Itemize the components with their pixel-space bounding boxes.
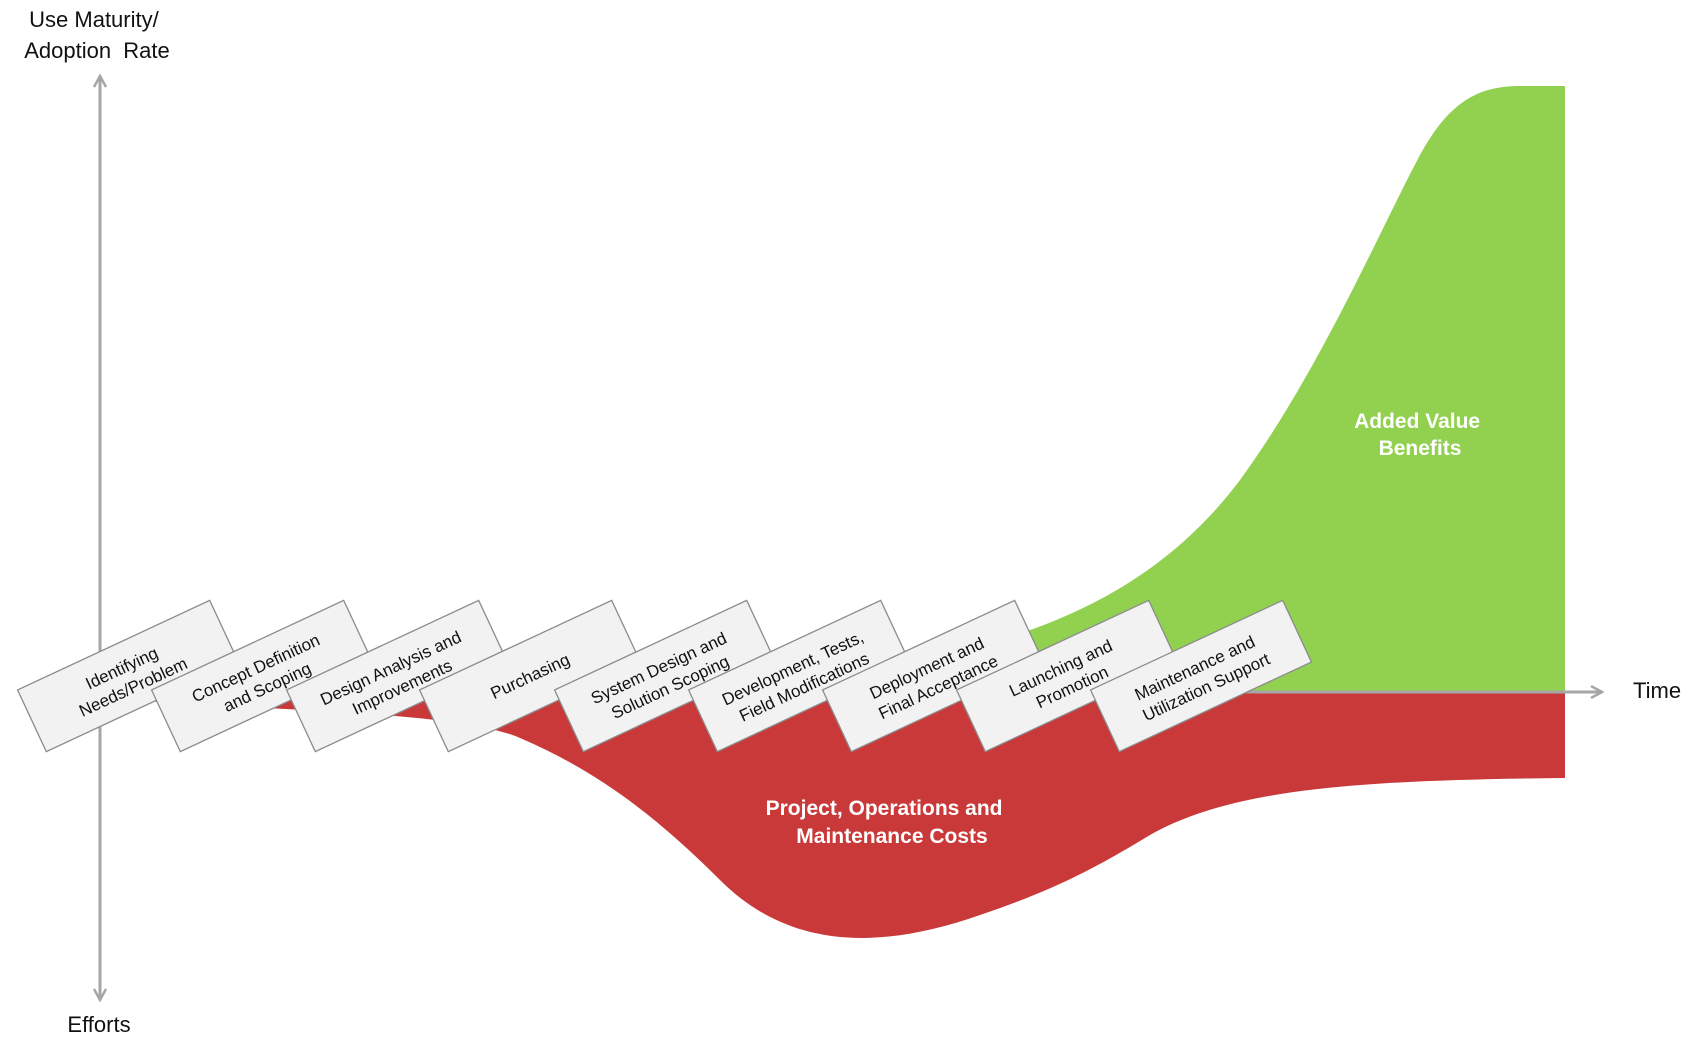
costs-label-line-2: Maintenance Costs bbox=[796, 825, 987, 848]
costs-label-line-1: Project, Operations and bbox=[766, 797, 1003, 820]
benefits-label-line-2: Benefits bbox=[1379, 437, 1462, 460]
y-axis-title-line-2: Adoption Rate bbox=[24, 38, 170, 63]
benefits-label-line-1: Added Value bbox=[1354, 410, 1480, 433]
y-axis-title-line-1: Use Maturity/ bbox=[29, 7, 159, 32]
benefits-label: Added Value Benefits bbox=[1354, 410, 1486, 460]
y-axis-bottom-label: Efforts bbox=[67, 1012, 130, 1037]
costs-label: Project, Operations and Maintenance Cost… bbox=[766, 797, 1009, 848]
costs-area bbox=[130, 692, 1565, 938]
phase-boxes: Identifying Needs/Problem Concept Defini… bbox=[16, 599, 1313, 753]
benefits-area bbox=[1000, 86, 1565, 692]
y-axis-title: Use Maturity/ Adoption Rate bbox=[24, 7, 170, 63]
time-axis-label: Time bbox=[1633, 678, 1681, 703]
